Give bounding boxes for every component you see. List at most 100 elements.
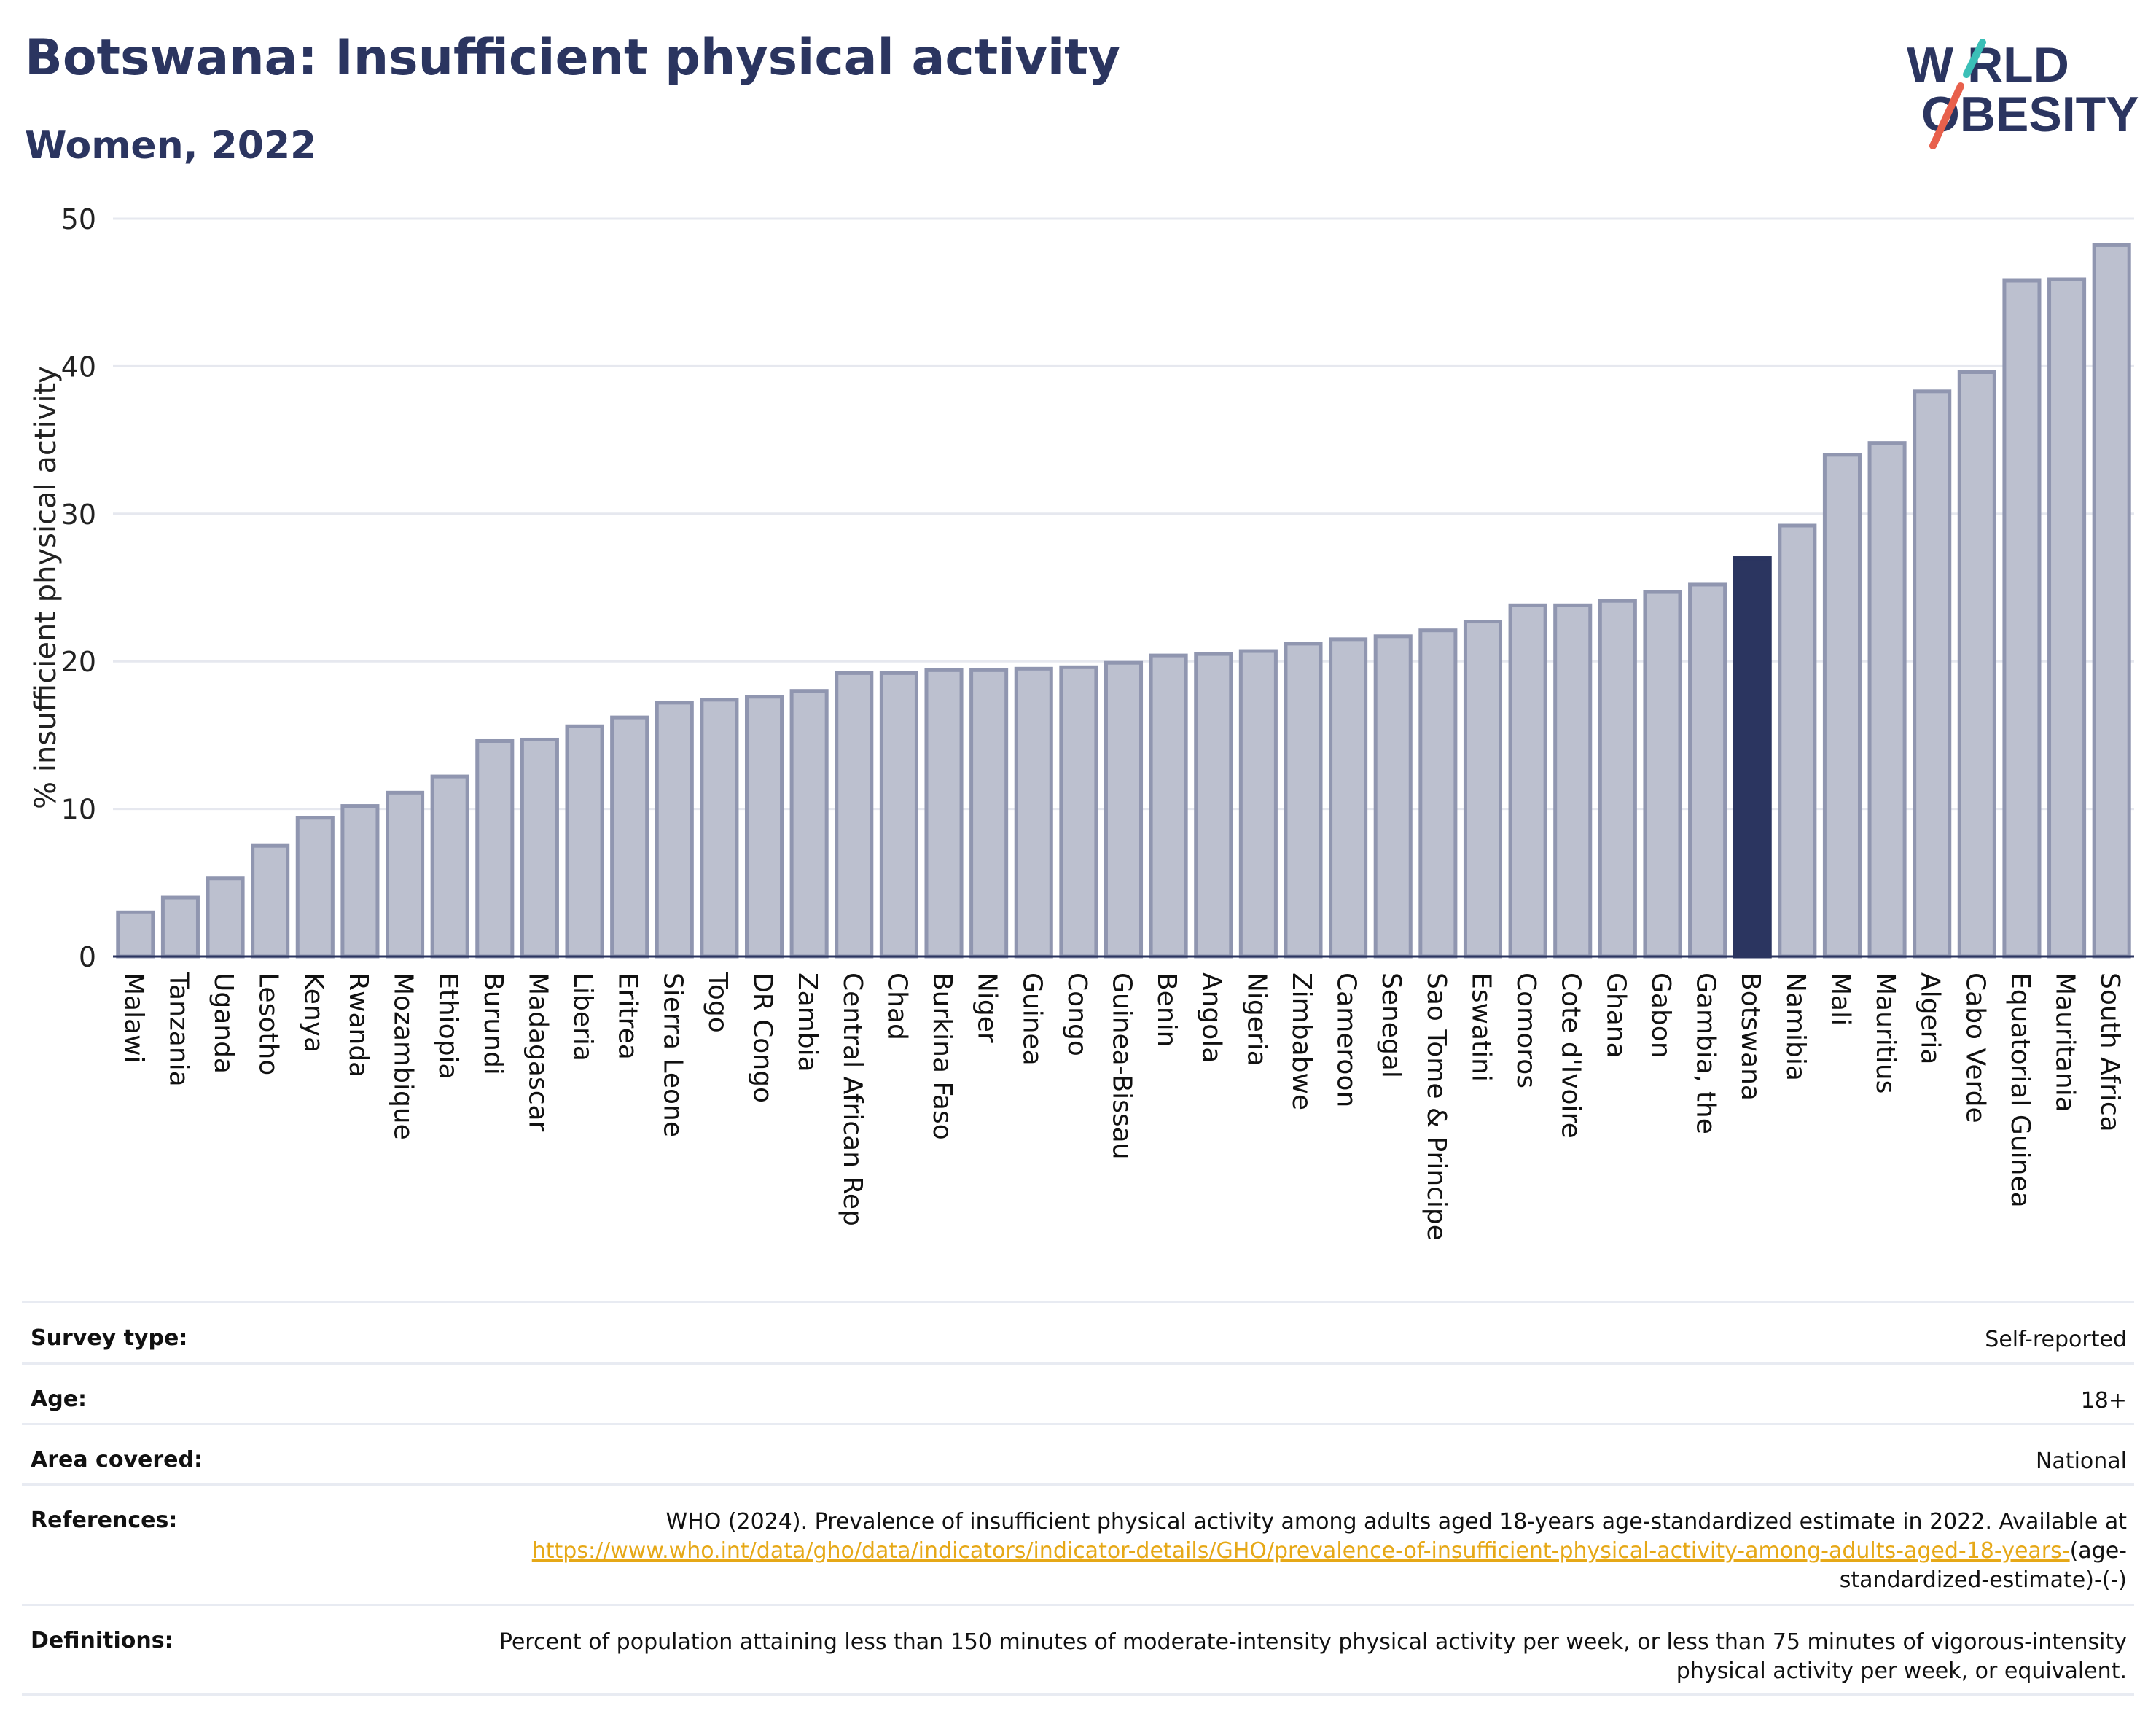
bar-congo[interactable] [1059,665,1098,959]
x-tick-label: Madagascar [523,972,552,1132]
x-tick-label: Comoros [1511,972,1541,1088]
x-tick-label: Malawi [119,972,149,1064]
x-tick-label: Uganda [208,972,238,1074]
bar-burundi[interactable] [475,738,515,959]
x-tick-label: Botswana [1735,972,1765,1101]
x-tick-label: Zimbabwe [1286,972,1316,1110]
bar-guinea[interactable] [1014,666,1053,959]
x-tick-label: Cameroon [1332,972,1362,1107]
x-tick-label: Mali [1825,972,1855,1026]
bar-togo[interactable] [700,698,739,959]
bar-uganda[interactable] [206,876,245,959]
references-value: WHO (2024). Prevalence of insufficient p… [407,1508,2134,1595]
references-text: WHO (2024). Prevalence of insufficient p… [665,1509,2127,1535]
x-tick-label: DR Congo [748,972,778,1103]
bar-madagascar[interactable] [520,737,559,959]
bar-niger[interactable] [969,668,1009,959]
bar-botswana[interactable] [1733,556,1772,959]
x-tick-label: Niger [972,972,1002,1043]
survey-type-label: Survey type: [31,1325,188,1351]
y-tick-label: 30 [61,499,96,531]
y-axis-ticks: 0 10 20 30 40 50 [61,203,96,973]
page-title: Botswana: Insufficient physical activity [25,29,1121,87]
x-tick-label: Ethiopia [433,972,463,1080]
x-tick-label: Nigeria [1241,972,1271,1067]
x-tick-label: Senegal [1376,972,1406,1078]
bar-liberia[interactable] [565,724,604,959]
bar-nigeria[interactable] [1238,649,1278,959]
x-tick-label: Liberia [568,972,598,1061]
bar-mozambique[interactable] [386,790,425,959]
x-tick-label: Namibia [1781,972,1811,1081]
definitions-value: Percent of population attaining less tha… [499,1629,2127,1684]
x-tick-label: Tanzania [163,972,193,1087]
x-tick-label: Eritrea [613,972,643,1060]
bar-gambia-the[interactable] [1688,582,1727,959]
bar-zimbabwe[interactable] [1284,642,1323,959]
bar-chart: 0 10 20 30 40 50 Malawi Tanzania Uganda Lesotho K… [29,203,2134,1241]
info-row-age: Age: 18+ [22,1362,2134,1423]
x-tick-label: Equatorial Guinea [2005,972,2035,1208]
logo-slash-teal [1963,39,1986,78]
bar-angola[interactable] [1194,652,1233,959]
bar-algeria[interactable] [1913,389,1952,959]
bar-mauritania[interactable] [2047,277,2087,959]
bar-lesotho[interactable] [251,843,290,959]
x-tick-label: Angola [1197,972,1227,1063]
bar-ghana[interactable] [1598,599,1637,959]
references-link[interactable]: https://www.who.int/data/gho/data/indica… [531,1538,2070,1564]
logo-slash-red [1929,82,1964,149]
bar-gabon[interactable] [1643,590,1682,959]
y-axis-label: % insufficient physical activity [29,366,63,809]
bar-malawi[interactable] [116,910,155,959]
x-tick-label: Ghana [1601,972,1630,1058]
x-tick-label: Eswatini [1466,972,1496,1082]
y-tick-label: 40 [61,351,96,383]
logo-line1: W RLD [1907,37,2069,93]
bar-senegal[interactable] [1373,634,1413,959]
x-tick-label: Rwanda [343,972,373,1077]
x-tick-label: Guinea [1017,972,1047,1066]
bar-tanzania[interactable] [160,895,200,959]
bar-eswatini[interactable] [1463,620,1503,959]
info-row-area: Area covered: National [22,1423,2134,1483]
bar-eritrea[interactable] [610,715,649,959]
bar-sao-tome-principe[interactable] [1418,628,1458,959]
x-tick-label: Burundi [478,972,508,1075]
x-tick-label: Chad [882,972,912,1040]
bar-equatorial-guinea[interactable] [2002,278,2042,959]
bar-namibia[interactable] [1778,523,1817,959]
y-tick-label: 10 [61,794,96,826]
x-tick-label: Sao Tome & Principe [1421,972,1451,1241]
age-value: 18+ [2080,1388,2127,1414]
bar-burkina-faso[interactable] [924,668,964,959]
bar-benin[interactable] [1149,653,1188,959]
bar-central-african-rep[interactable] [835,671,874,959]
age-label: Age: [31,1387,87,1412]
bar-zambia[interactable] [789,689,829,959]
bar-ethiopia[interactable] [430,774,469,959]
bar-sierra-leone[interactable] [655,701,694,959]
x-tick-label: Togo [703,972,733,1033]
bar-chad[interactable] [879,671,918,959]
bar-south-africa[interactable] [2092,243,2131,959]
y-tick-label: 0 [79,941,96,973]
bar-mali[interactable] [1822,453,1862,959]
bar-mauritius[interactable] [1867,441,1907,959]
info-row-definitions: Definitions: Percent of population attai… [22,1604,2134,1696]
info-row-references: References: WHO (2024). Prevalence of in… [22,1483,2134,1604]
x-tick-label: Guinea-Bissau [1107,972,1137,1160]
x-tick-label: Benin [1152,972,1181,1047]
area-label: Area covered: [31,1447,203,1473]
bar-cabo-verde[interactable] [1957,370,1996,959]
bar-dr-congo[interactable] [744,695,784,959]
x-tick-label: Lesotho [254,972,284,1075]
bars [116,243,2131,959]
bar-guinea-bissau[interactable] [1104,660,1144,959]
bar-comoros[interactable] [1508,603,1547,959]
bar-cameroon[interactable] [1329,637,1368,959]
bar-rwanda[interactable] [340,804,380,959]
x-tick-label: Congo [1062,972,1092,1056]
bar-cote-d-ivoire[interactable] [1553,603,1593,959]
bar-kenya[interactable] [295,816,335,959]
